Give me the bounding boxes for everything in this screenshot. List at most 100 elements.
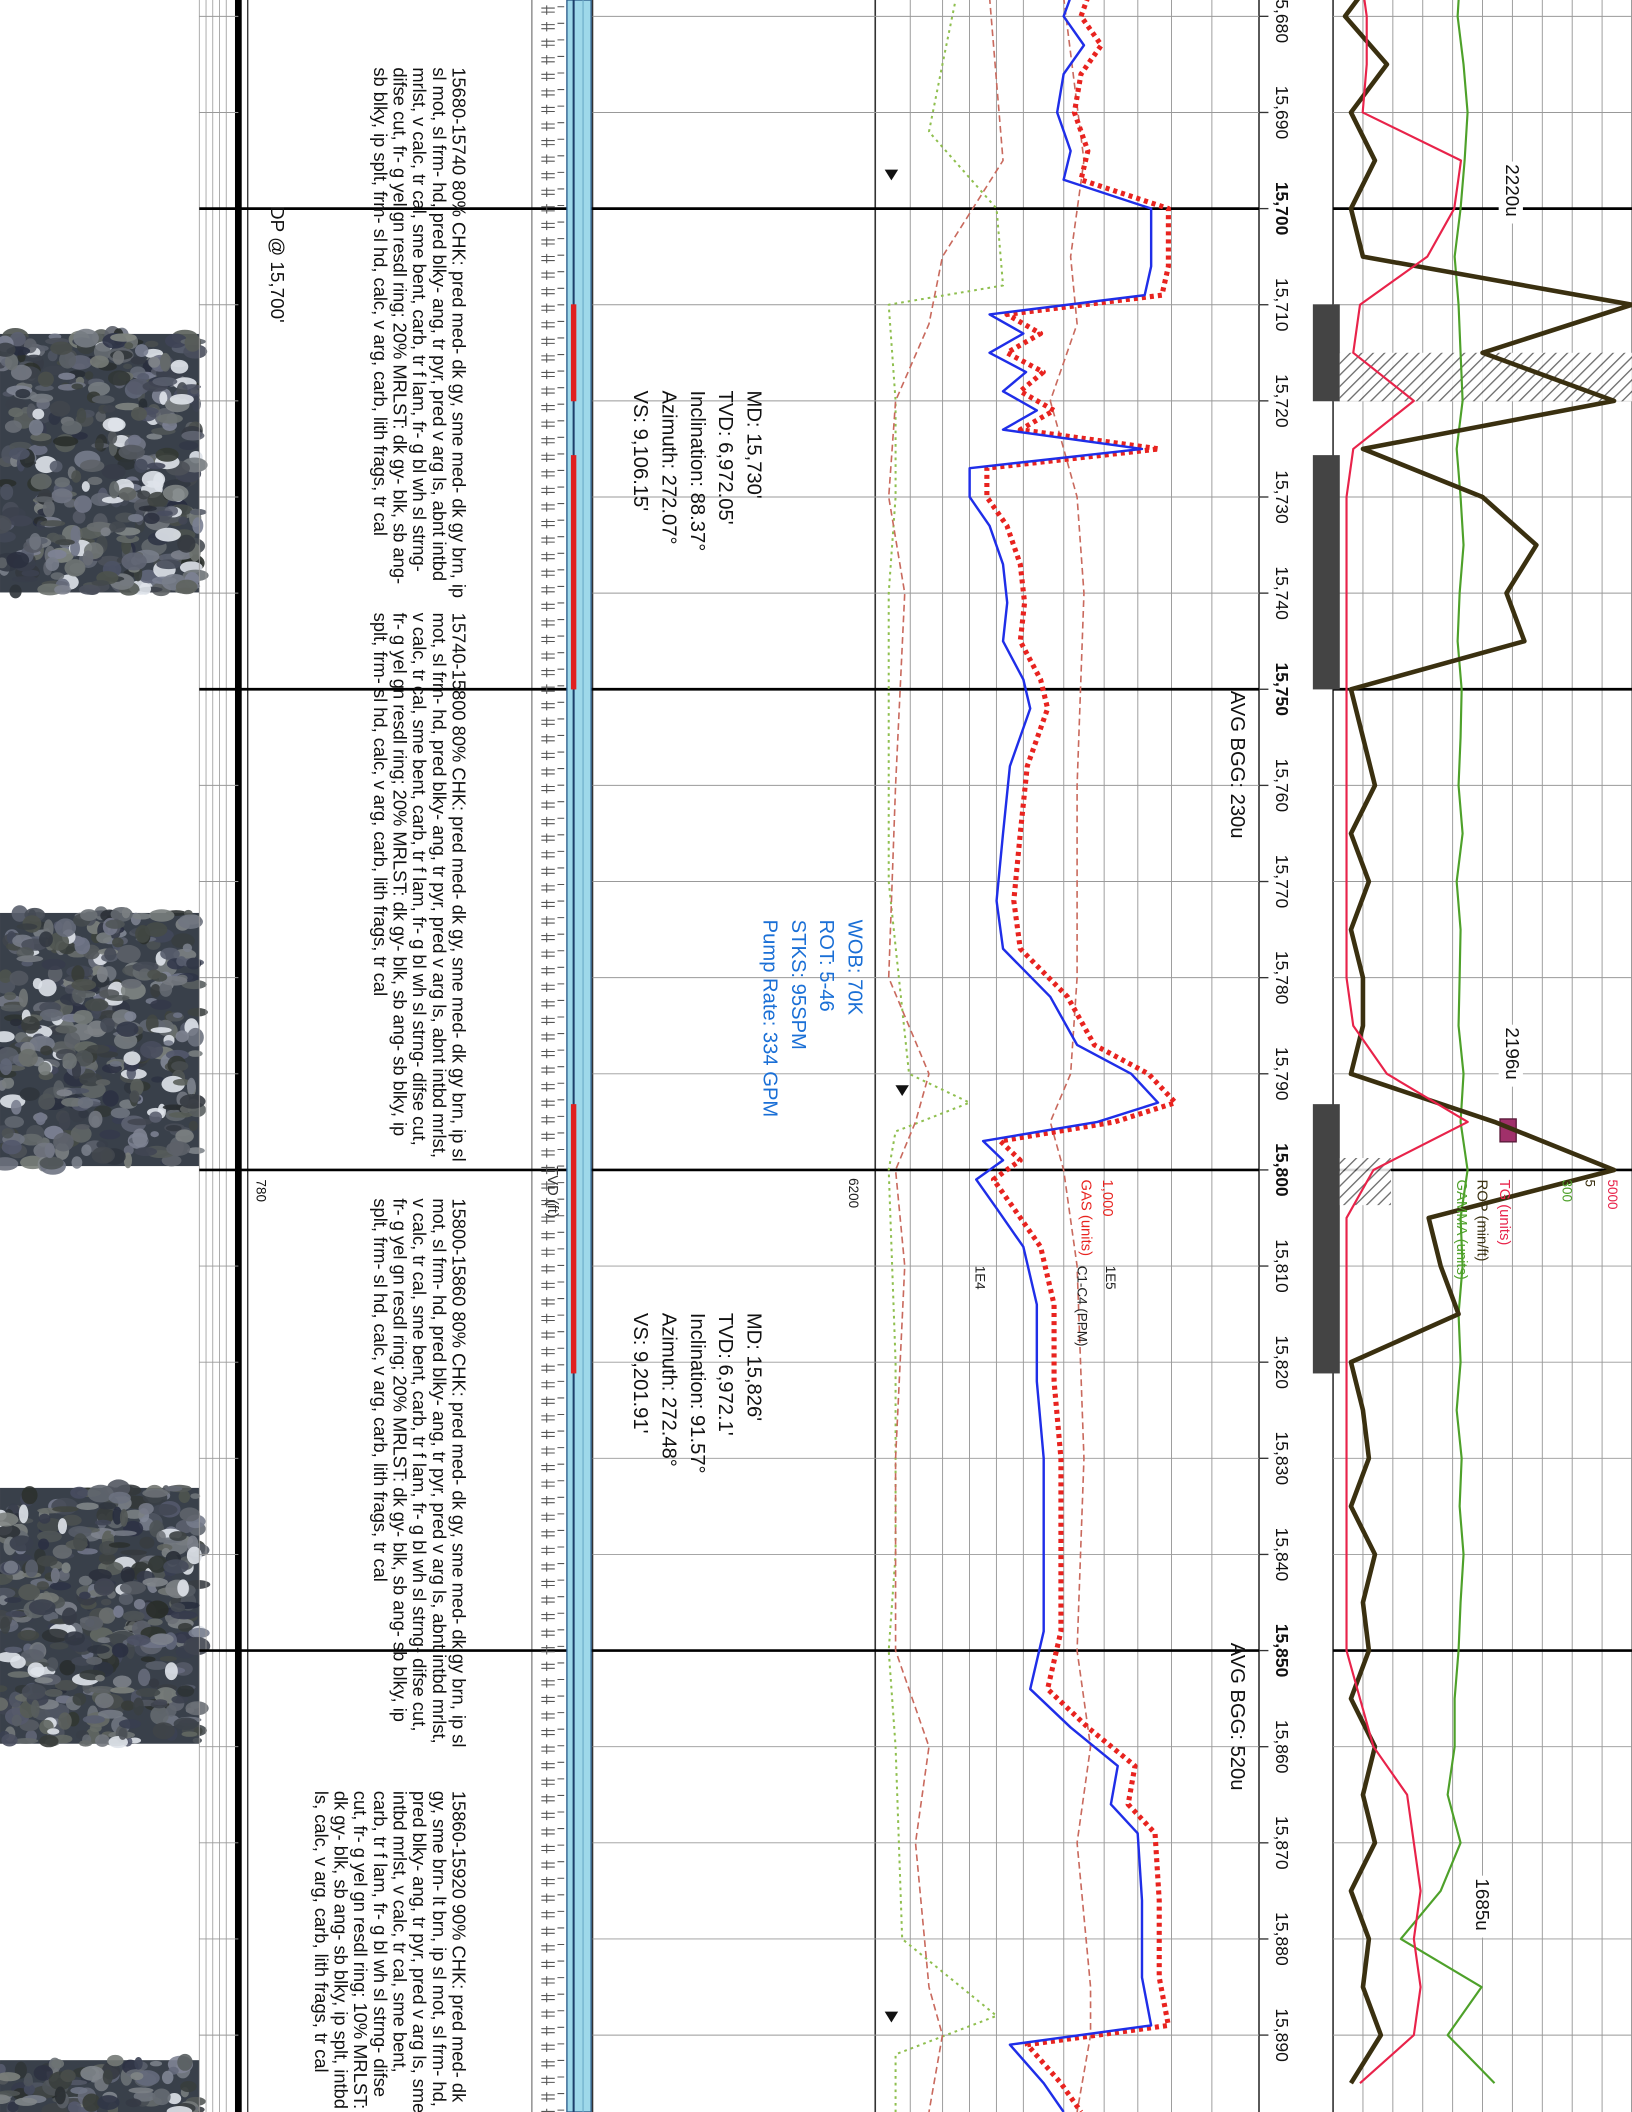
cutting (28, 419, 44, 436)
cutting (1, 1128, 14, 1139)
cutting (53, 1132, 74, 1152)
cutting (0, 1616, 11, 1635)
cutting (52, 436, 79, 447)
cutting (91, 395, 115, 404)
scale-tick (541, 1065, 565, 1075)
scale-tick (541, 419, 565, 429)
cutting (98, 1502, 117, 1510)
cutting (81, 1144, 92, 1156)
cutting (133, 1598, 146, 1610)
text-line: VS: 9,201.91' (628, 1312, 652, 1434)
cutting (82, 1715, 106, 1724)
text-line: Pump Rate: 334 GPM (758, 919, 781, 1118)
cutting (52, 1544, 73, 1559)
scale-tick (541, 1197, 565, 1208)
cutting (142, 1577, 168, 1587)
scale-tick (541, 1744, 565, 1754)
cutting (87, 1484, 114, 1503)
cutting (36, 1555, 58, 1567)
cuttings-photos (0, 325, 211, 2112)
cutting (38, 1061, 51, 1076)
cutting (179, 1094, 206, 1109)
scale-tick (541, 1628, 565, 1638)
cutting (25, 354, 43, 362)
cutting (134, 458, 148, 473)
curves (887, 0, 1632, 2112)
cutting (55, 1025, 78, 1034)
cutting (186, 1546, 202, 1565)
cutting (61, 1607, 77, 1626)
cutting (30, 473, 52, 490)
strip-highlight (570, 1104, 577, 1374)
cutting (93, 1578, 115, 1596)
cutting (1, 1733, 18, 1747)
cutting (94, 438, 104, 451)
cutting (138, 1502, 154, 1515)
cutting (123, 1152, 133, 1169)
cutting (165, 1704, 177, 1717)
depth-label: 15,680 (1272, 0, 1292, 43)
scale-tick (541, 1048, 565, 1059)
lithology-bar (1312, 1104, 1340, 1374)
cutting (58, 1112, 71, 1131)
cutting (82, 550, 94, 566)
text-line: Azimuth: 272.48° (657, 1312, 681, 1467)
cutting (73, 328, 99, 348)
cutting (189, 508, 207, 516)
cutting (187, 1027, 204, 1047)
label: TVD (ft) (544, 1166, 560, 1218)
scale-tick (541, 982, 565, 992)
cutting (110, 333, 137, 342)
cutting (91, 1146, 115, 1164)
cutting (54, 1680, 78, 1691)
scale-tick (541, 469, 565, 479)
cutting (127, 434, 142, 446)
label: 2196u (1502, 1027, 1523, 1079)
scale-tick (541, 1727, 565, 1738)
cutting (38, 1538, 50, 1550)
cutting (146, 433, 163, 440)
scale-tick (541, 1893, 565, 1903)
cutting (88, 1569, 112, 1582)
cutting (155, 527, 181, 542)
label: 1685u (1472, 1878, 1493, 1930)
cutting (130, 2072, 144, 2081)
cutting (118, 487, 137, 501)
cutting (30, 1699, 40, 1719)
scale-tick (541, 1611, 565, 1622)
cutting (187, 1147, 205, 1155)
cutting (170, 1602, 186, 1613)
cutting (73, 1009, 94, 1025)
scale-tick (541, 1810, 565, 1821)
cutting (7, 1671, 32, 1678)
cutting (187, 1007, 208, 1017)
scale-tick (541, 1910, 565, 1920)
cutting (70, 1125, 92, 1143)
cutting (182, 943, 193, 953)
cutting (74, 495, 92, 513)
cutting (140, 1041, 164, 1059)
cutting (18, 1048, 38, 1067)
scale-tick (541, 270, 565, 280)
cutting (0, 483, 14, 501)
cutting (79, 459, 105, 473)
cutting (164, 333, 188, 349)
scale-tick (541, 1694, 565, 1705)
lithology-bar (1312, 304, 1340, 402)
scale-tick (541, 402, 565, 413)
cutting (0, 1004, 24, 1012)
cutting (164, 1662, 178, 1681)
scale-tick (541, 104, 565, 115)
cutting (0, 1157, 19, 1171)
cutting (77, 1097, 94, 1109)
cutting (133, 1697, 144, 1716)
cutting (28, 1599, 56, 1616)
scale-tick (541, 121, 565, 131)
cutting (18, 988, 28, 1008)
cutting (159, 981, 173, 997)
cutting (76, 1502, 100, 1510)
cutting (139, 1536, 155, 1549)
cutting (0, 1697, 9, 1711)
